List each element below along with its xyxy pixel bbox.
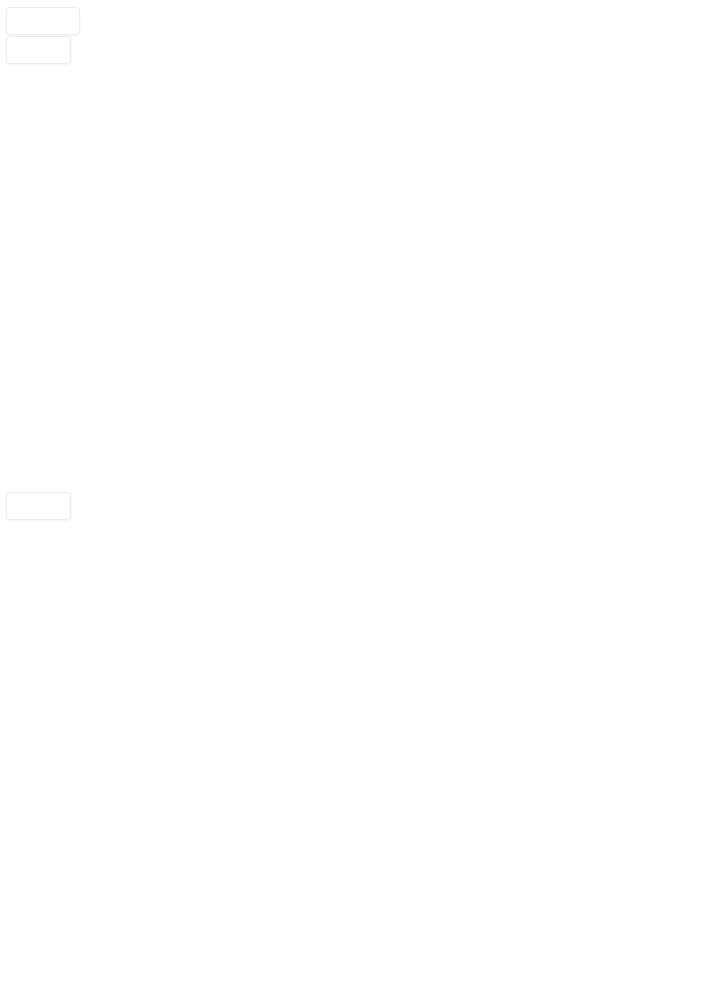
legend-dps-line-series[interactable] xyxy=(6,36,71,64)
dps-series-accent-bar xyxy=(7,37,12,63)
legend-dps-bar-series[interactable] xyxy=(6,492,71,520)
dps-bars-accent-bar xyxy=(7,493,12,519)
price-series-accent-bar xyxy=(7,8,12,34)
legend-price-series[interactable] xyxy=(6,7,80,35)
